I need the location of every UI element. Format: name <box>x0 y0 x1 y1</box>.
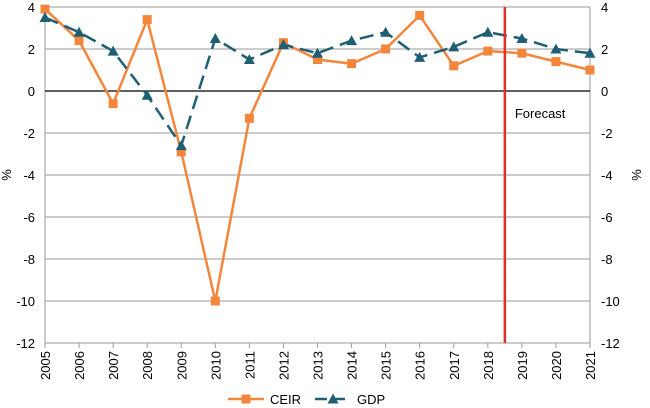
data-point-gdp <box>482 26 494 37</box>
data-point-gdp <box>414 51 426 62</box>
x-tick-label: 2007 <box>106 351 121 380</box>
y-tick-label-left: 4 <box>28 0 35 15</box>
x-tick-label: 2021 <box>583 351 598 380</box>
y-tick-label-left: -8 <box>23 252 35 267</box>
forecast-label: Forecast <box>515 106 566 121</box>
data-point-ceir <box>347 59 357 69</box>
data-point-gdp <box>73 26 85 37</box>
data-point-ceir <box>517 48 527 58</box>
series-line-gdp <box>44 16 591 147</box>
legend-marker-ceir <box>241 394 251 404</box>
y-tick-label-right: -2 <box>601 126 613 141</box>
y-tick-label-left: 0 <box>28 84 35 99</box>
x-tick-label: 2018 <box>481 351 496 380</box>
data-point-ceir <box>551 57 561 67</box>
data-point-gdp <box>277 39 289 50</box>
data-point-gdp <box>243 54 255 64</box>
x-tick-label: 2016 <box>413 351 428 380</box>
y-tick-label-left: -4 <box>23 168 35 183</box>
x-tick-label: 2010 <box>208 351 223 380</box>
x-tick-label: 2019 <box>515 351 530 380</box>
y-axis-left-ticks: -12 -10 -8 -6 -4 -2 0 2 4 <box>16 0 35 351</box>
data-point-gdp <box>448 41 460 52</box>
legend: CEIR GDP <box>228 392 385 407</box>
legend-marker-gdp <box>327 393 339 404</box>
data-point-ceir <box>313 55 322 64</box>
axes <box>44 7 591 343</box>
y-axis-right-ticks: -12 -10 -8 -6 -4 -2 0 2 4 <box>601 0 620 351</box>
data-point-ceir <box>585 65 595 75</box>
x-tick-label: 2015 <box>379 351 394 380</box>
data-point-ceir <box>415 10 425 20</box>
data-point-gdp <box>107 45 119 56</box>
data-point-gdp <box>516 33 528 43</box>
y-tick-label-right: -10 <box>601 294 620 309</box>
legend-label-gdp: GDP <box>357 392 385 407</box>
series-group <box>39 4 596 306</box>
x-tick-label: 2012 <box>276 351 291 380</box>
data-point-gdp <box>346 35 358 46</box>
y-tick-label-left: -2 <box>23 126 35 141</box>
data-point-ceir <box>40 4 50 14</box>
y-tick-label-left: -10 <box>16 294 35 309</box>
data-point-ceir <box>244 113 254 123</box>
x-tick-label: 2014 <box>345 351 360 380</box>
data-point-ceir <box>210 296 220 306</box>
data-point-ceir <box>74 36 84 46</box>
y-tick-label-right: -12 <box>601 336 620 351</box>
data-point-gdp <box>39 12 51 22</box>
data-point-gdp <box>312 47 323 58</box>
x-tick-label: 2009 <box>174 351 189 380</box>
data-point-ceir <box>176 147 186 157</box>
y-tick-label-right: -6 <box>601 210 613 225</box>
x-tick-label: 2005 <box>38 351 53 380</box>
data-point-ceir <box>142 15 152 25</box>
x-tick-label: 2013 <box>311 351 326 380</box>
y-axis-left-title: % <box>0 169 14 181</box>
data-point-ceir <box>381 44 391 54</box>
data-point-gdp <box>175 140 187 151</box>
data-point-gdp <box>141 89 153 100</box>
data-point-gdp <box>380 26 392 37</box>
data-point-ceir <box>483 46 493 56</box>
data-point-ceir <box>449 61 459 71</box>
y-tick-label-right: -4 <box>601 168 613 183</box>
y-tick-label-right: -8 <box>601 252 613 267</box>
data-point-ceir <box>108 99 118 109</box>
y-axis-right-title: % <box>629 169 644 181</box>
y-tick-label-right: 4 <box>601 0 608 15</box>
x-axis-ticks: 2005 2006 2007 2008 2009 2010 2011 2012 2013 2014… <box>38 343 598 380</box>
data-point-gdp <box>584 47 596 58</box>
x-tick-label: 2020 <box>549 351 564 380</box>
x-tick-label: 2011 <box>242 351 257 379</box>
y-tick-label-left: -12 <box>16 336 35 351</box>
y-tick-label-left: 2 <box>28 42 35 57</box>
y-tick-label-left: -6 <box>23 210 35 225</box>
data-point-gdp <box>209 33 221 43</box>
x-tick-label: 2006 <box>72 351 87 380</box>
y-tick-label-right: 0 <box>601 84 608 99</box>
x-tick-label: 2017 <box>447 351 462 380</box>
x-tick-label: 2008 <box>140 351 155 380</box>
data-point-gdp <box>550 43 562 54</box>
legend-label-ceir: CEIR <box>270 392 301 407</box>
y-tick-label-right: 2 <box>601 42 608 57</box>
